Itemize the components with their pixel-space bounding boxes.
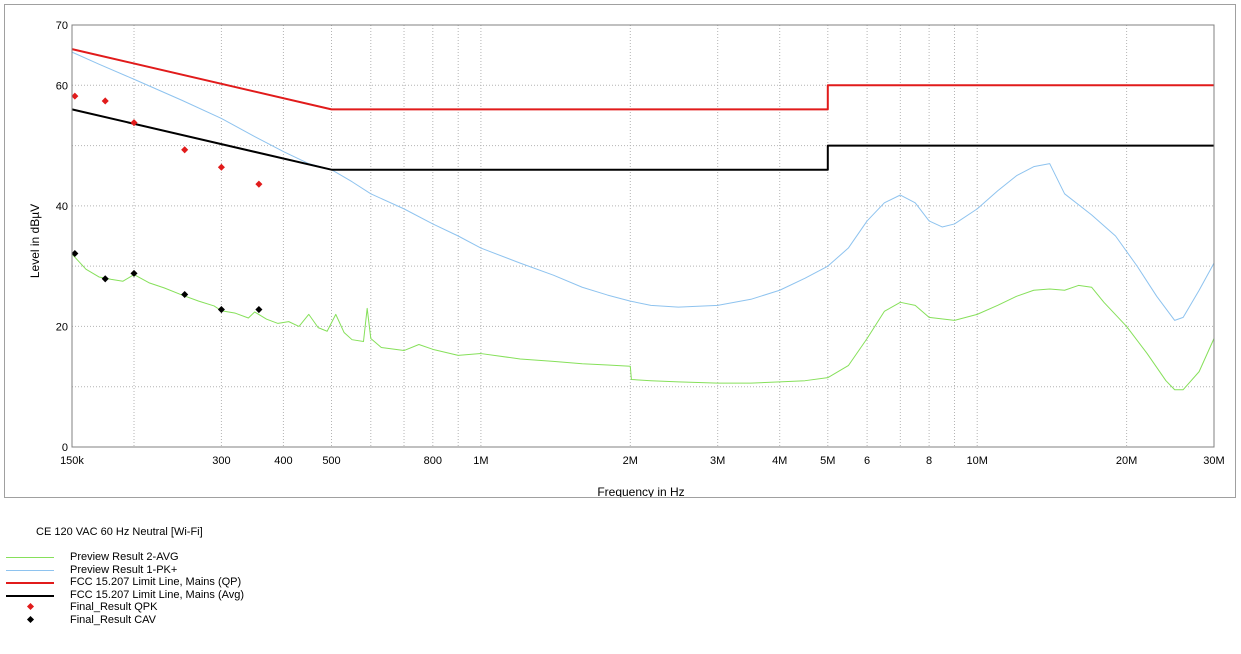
x-tick-label: 2M — [623, 455, 638, 467]
x-axis-label: Frequency in Hz — [597, 485, 684, 497]
legend-line-swatch — [6, 557, 54, 558]
plot-border — [71, 24, 1215, 448]
legend-item: Preview Result 1-PK+ — [0, 564, 600, 577]
data-point-marker — [255, 306, 263, 314]
x-tick-label: 10M — [967, 455, 988, 467]
legend-label: Preview Result 2-AVG — [70, 551, 179, 563]
data-point-marker — [217, 163, 225, 171]
data-point-marker — [181, 290, 189, 299]
x-tick-label: 30M — [1203, 455, 1224, 467]
legend-item: Final_Result CAV — [0, 614, 600, 627]
x-tick-label: 1M — [473, 455, 488, 467]
y-tick-label: 20 — [56, 321, 68, 333]
data-point-marker — [101, 275, 109, 283]
legend-label: FCC 15.207 Limit Line, Mains (QP) — [70, 576, 242, 588]
x-tick-label: 150k — [60, 455, 84, 467]
series-line — [71, 51, 1215, 321]
data-point-marker — [181, 146, 189, 154]
x-tick-label: 8 — [926, 455, 932, 467]
x-tick-label: 20M — [1116, 455, 1137, 467]
x-tick-label: 6 — [864, 455, 870, 467]
legend-line-swatch — [6, 582, 54, 584]
legend-diamond-marker — [26, 615, 35, 623]
x-tick-label: 4M — [772, 455, 787, 467]
x-tick-label: 400 — [274, 455, 292, 467]
series-line — [71, 48, 1214, 111]
data-point-marker — [71, 92, 79, 100]
x-tick-label: 5M — [820, 455, 835, 467]
legend-item: FCC 15.207 Limit Line, Mains (QP) — [0, 576, 600, 589]
legend-item: Preview Result 2-AVG — [0, 551, 600, 564]
legend-line-swatch — [6, 594, 54, 597]
y-tick-label: 40 — [56, 201, 68, 213]
data-point-marker — [71, 249, 79, 258]
series-line — [71, 108, 1214, 171]
legend-title: CE 120 VAC 60 Hz Neutral [Wi-Fi] — [36, 526, 203, 538]
axes: 150k 300 400 500 800 1M 2M 3M 4M 5M 6 8 10M 20M 30M 0 20… — [56, 20, 1225, 467]
legend-item: Final_Result QPK — [0, 601, 600, 614]
legend-label: Preview Result 1-PK+ — [70, 563, 178, 576]
y-tick-label: 60 — [56, 80, 68, 92]
series-line — [71, 253, 1215, 391]
data-point-marker — [101, 97, 109, 105]
y-axis-label: Level in dBµV — [28, 204, 42, 278]
x-tick-label: 500 — [322, 455, 340, 467]
data-point-marker — [130, 119, 138, 127]
data-point-marker — [130, 269, 138, 277]
legend-label: FCC 15.207 Limit Line, Mains (Avg) — [70, 588, 245, 601]
legend-label: Final_Result CAV — [70, 613, 156, 626]
data-series — [71, 48, 1215, 391]
legend-item: FCC 15.207 Limit Line, Mains (Avg) — [0, 589, 600, 602]
data-point-marker — [217, 306, 225, 314]
x-tick-label: 300 — [212, 455, 230, 467]
y-tick-label: 0 — [62, 442, 68, 454]
legend-line-swatch — [6, 569, 54, 571]
chart-frame: 150k 300 400 500 800 1M 2M 3M 4M 5M 6 8 10M 20M 30M 0 20… — [4, 4, 1236, 498]
y-tick-label: 70 — [56, 20, 68, 32]
legend-diamond-marker — [26, 602, 35, 611]
data-point-marker — [255, 180, 263, 188]
x-tick-label: 800 — [424, 455, 442, 467]
x-tick-label: 3M — [710, 455, 725, 467]
legend-label: Final_Result QPK — [70, 601, 158, 613]
chart-plot: 150k 300 400 500 800 1M 2M 3M 4M 5M 6 8 10M 20M 30M 0 20… — [28, 20, 1225, 497]
